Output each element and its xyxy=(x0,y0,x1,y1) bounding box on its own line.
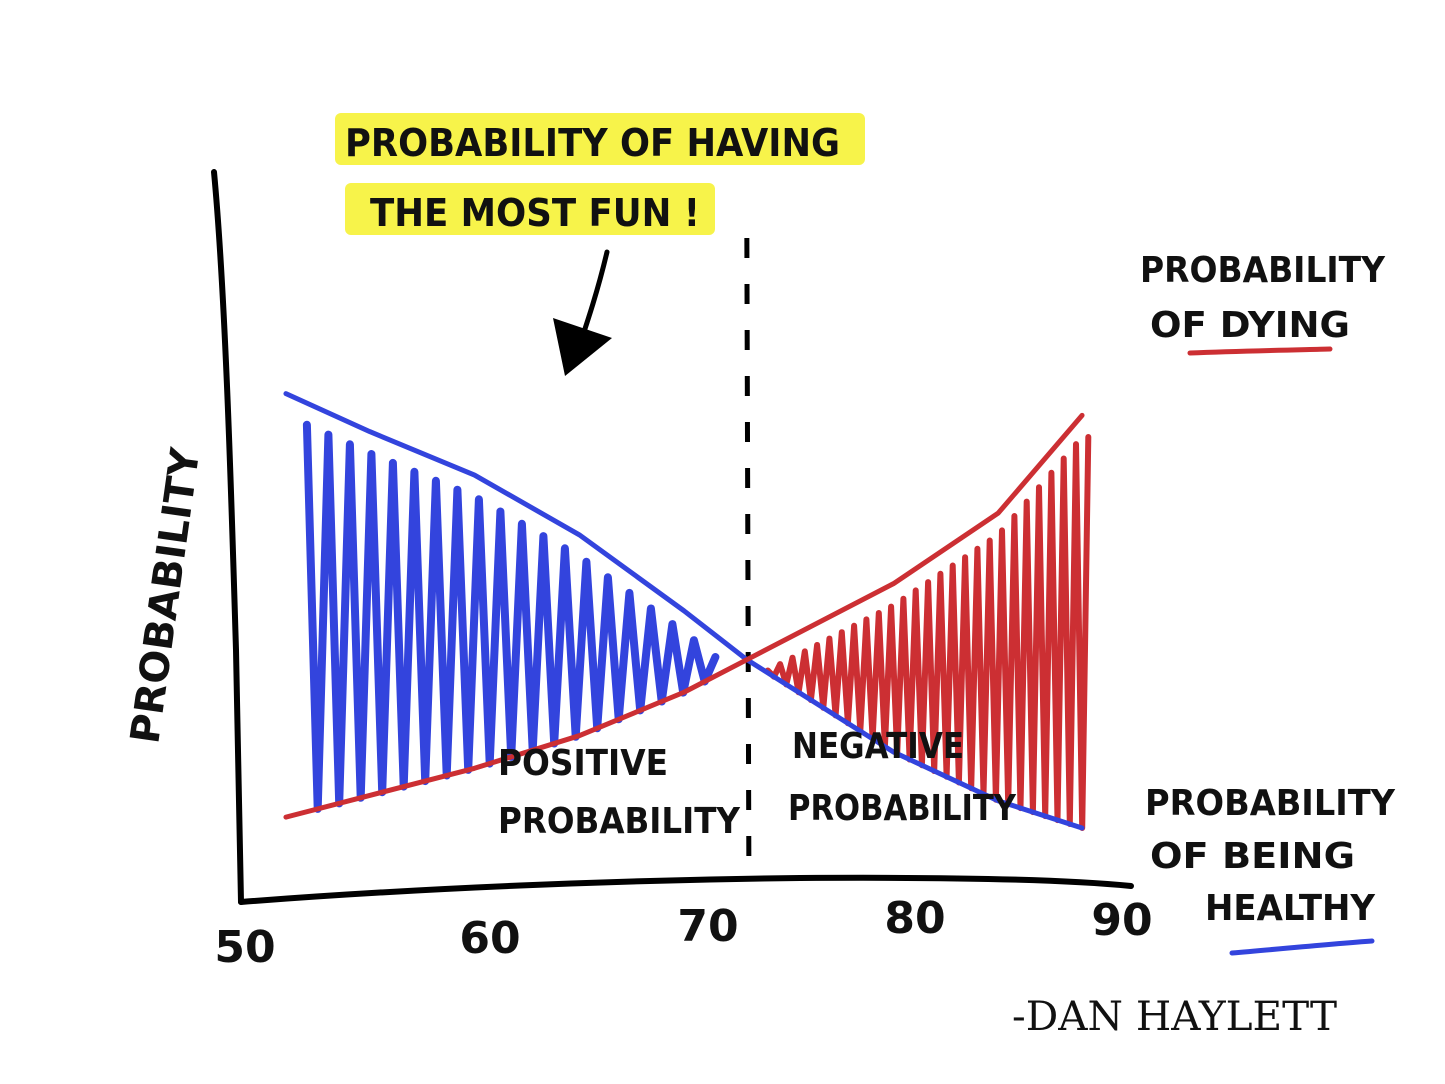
x-tick-label: 60 xyxy=(459,913,520,964)
y-axis-label: PROBABILITY xyxy=(122,444,209,746)
positive-region-label-1: POSITIVE xyxy=(498,743,668,784)
callout-line-1: PROBABILITY OF HAVING xyxy=(345,121,840,165)
legend-healthy-line-2: OF BEING xyxy=(1150,836,1355,877)
legend-healthy-line-3: HEALTHY xyxy=(1205,888,1376,929)
negative-region-label-1: NEGATIVE xyxy=(792,726,964,767)
x-tick-label: 50 xyxy=(214,922,275,973)
x-tick-label: 80 xyxy=(884,893,945,944)
legend-dying-line-1: PROBABILITY xyxy=(1140,250,1386,291)
legend-healthy-line-1: PROBABILITY xyxy=(1145,783,1396,824)
signature: -DAN HAYLETT xyxy=(1012,994,1337,1040)
x-tick-label: 90 xyxy=(1091,895,1152,946)
callout-arrow xyxy=(553,252,612,376)
x-axis xyxy=(241,878,1131,902)
x-tick-label: 70 xyxy=(677,901,738,952)
y-axis xyxy=(214,172,241,902)
legend-dying-swatch xyxy=(1190,349,1330,353)
legend-dying-line-2: OF DYING xyxy=(1150,305,1350,346)
legend-healthy-swatch xyxy=(1232,941,1372,953)
callout-line-2: THE MOST FUN ! xyxy=(370,191,700,235)
positive-region-label-2: PROBABILITY xyxy=(498,801,741,842)
crossover-divider xyxy=(747,238,749,860)
negative-region-label-2: PROBABILITY xyxy=(788,788,1017,829)
